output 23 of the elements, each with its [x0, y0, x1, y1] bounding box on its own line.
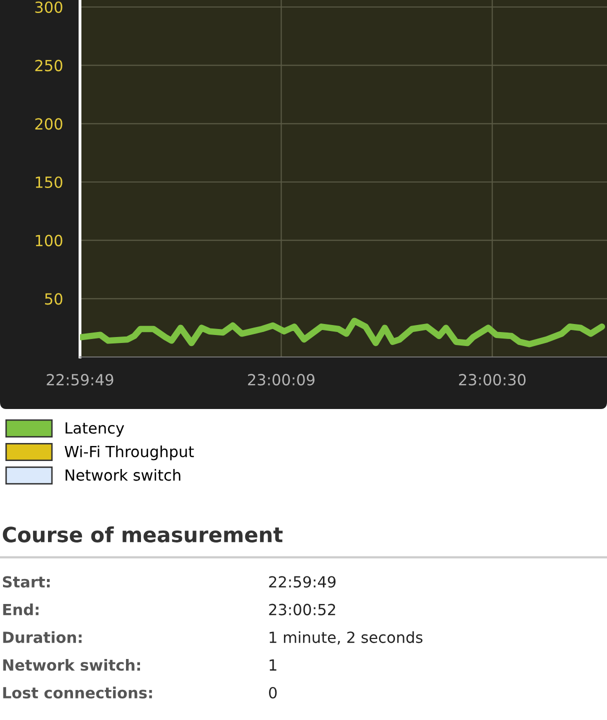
legend-label: Wi-Fi Throughput	[64, 445, 194, 460]
y-tick-label: 300	[35, 1, 62, 14]
legend-label: Network switch	[66, 469, 180, 481]
text: Course of measurement	[2, 526, 283, 542]
text: Network switch:	[3, 658, 140, 671]
x-tick-label: 23:00:09	[248, 374, 314, 386]
text: Lost connections:	[3, 686, 152, 699]
y-tick-label: 150	[36, 176, 62, 188]
text: End:	[3, 604, 38, 616]
text: 1	[270, 659, 276, 671]
x-tick-label: 22:59:49	[46, 374, 114, 386]
text: Duration:	[3, 631, 82, 644]
text: 1 minute, 2 seconds	[270, 631, 422, 645]
text: 0	[269, 686, 277, 699]
text: 22:59:49	[269, 576, 336, 588]
y-tick-label: 200	[35, 118, 62, 130]
x-tick-label: 23:00:30	[459, 374, 526, 386]
y-tick-label: 100	[36, 234, 62, 246]
text: 23:00:52	[269, 604, 336, 616]
text: Start:	[2, 576, 50, 588]
y-tick-label: 50	[45, 293, 62, 305]
legend-label: Latency	[66, 422, 124, 437]
y-tick-label: 250	[35, 60, 62, 72]
